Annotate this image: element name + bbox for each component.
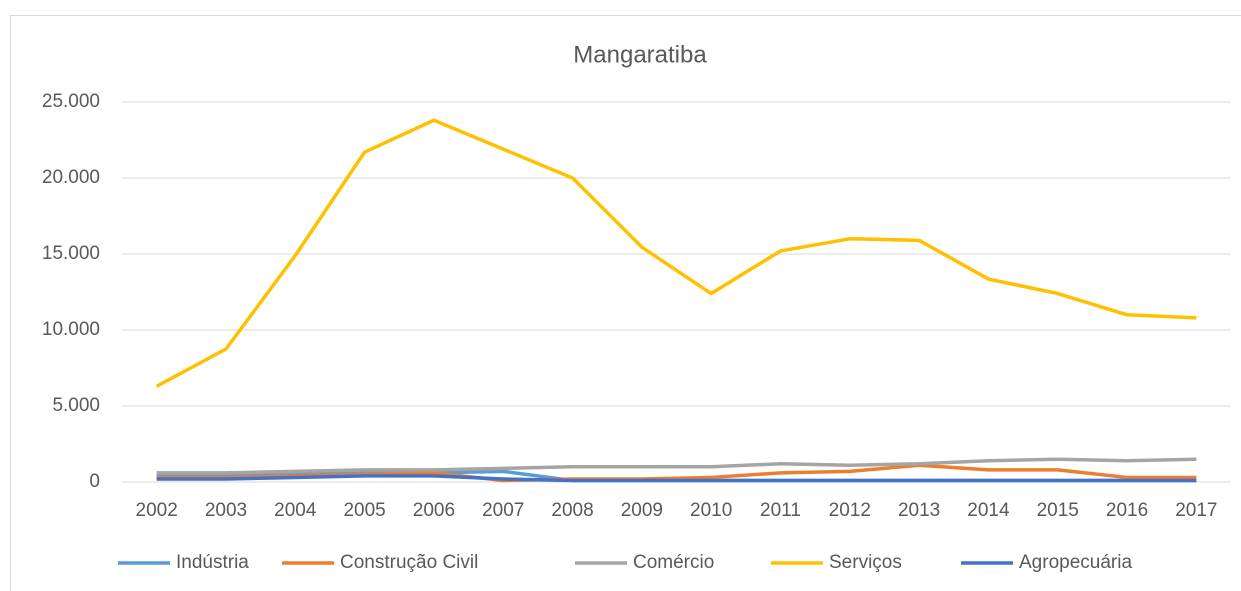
- x-tick-label: 2006: [413, 500, 455, 521]
- chart-frame: [10, 15, 1241, 591]
- legend-label: Comércio: [633, 552, 714, 573]
- x-tick-label: 2014: [967, 500, 1010, 521]
- legend-label: Indústria: [176, 552, 249, 573]
- series-line: [156, 457, 1197, 475]
- x-tick-label: 2017: [1175, 500, 1217, 521]
- x-tick-label: 2008: [551, 500, 593, 521]
- x-tick-label: 2002: [136, 500, 178, 521]
- x-tick-label: 2009: [621, 500, 663, 521]
- x-tick-label: 2004: [274, 500, 317, 521]
- y-tick-label: 0: [89, 471, 100, 492]
- series-line: [155, 118, 1197, 388]
- x-tick-label: 2007: [482, 500, 524, 521]
- y-tick-label: 20.000: [42, 167, 100, 188]
- x-tick-label: 2015: [1037, 500, 1079, 521]
- x-tick-label: 2011: [760, 500, 801, 521]
- legend-label: Agropecuária: [1019, 552, 1132, 573]
- y-tick-label: 10.000: [42, 319, 100, 340]
- x-tick-label: 2016: [1106, 500, 1148, 521]
- y-tick-label: 5.000: [52, 395, 100, 416]
- x-tick-label: 2012: [829, 500, 871, 521]
- chart-title: Mangaratiba: [573, 41, 707, 68]
- x-tick-label: 2003: [205, 500, 247, 521]
- legend-label: Serviços: [829, 552, 902, 573]
- x-tick-label: 2013: [898, 500, 940, 521]
- legend-label: Construção Civil: [340, 552, 478, 573]
- series-line: [156, 474, 1197, 483]
- y-tick-label: 15.000: [42, 243, 100, 264]
- y-tick-label: 25.000: [42, 91, 100, 112]
- x-tick-label: 2010: [690, 500, 732, 521]
- x-tick-label: 2005: [343, 500, 385, 521]
